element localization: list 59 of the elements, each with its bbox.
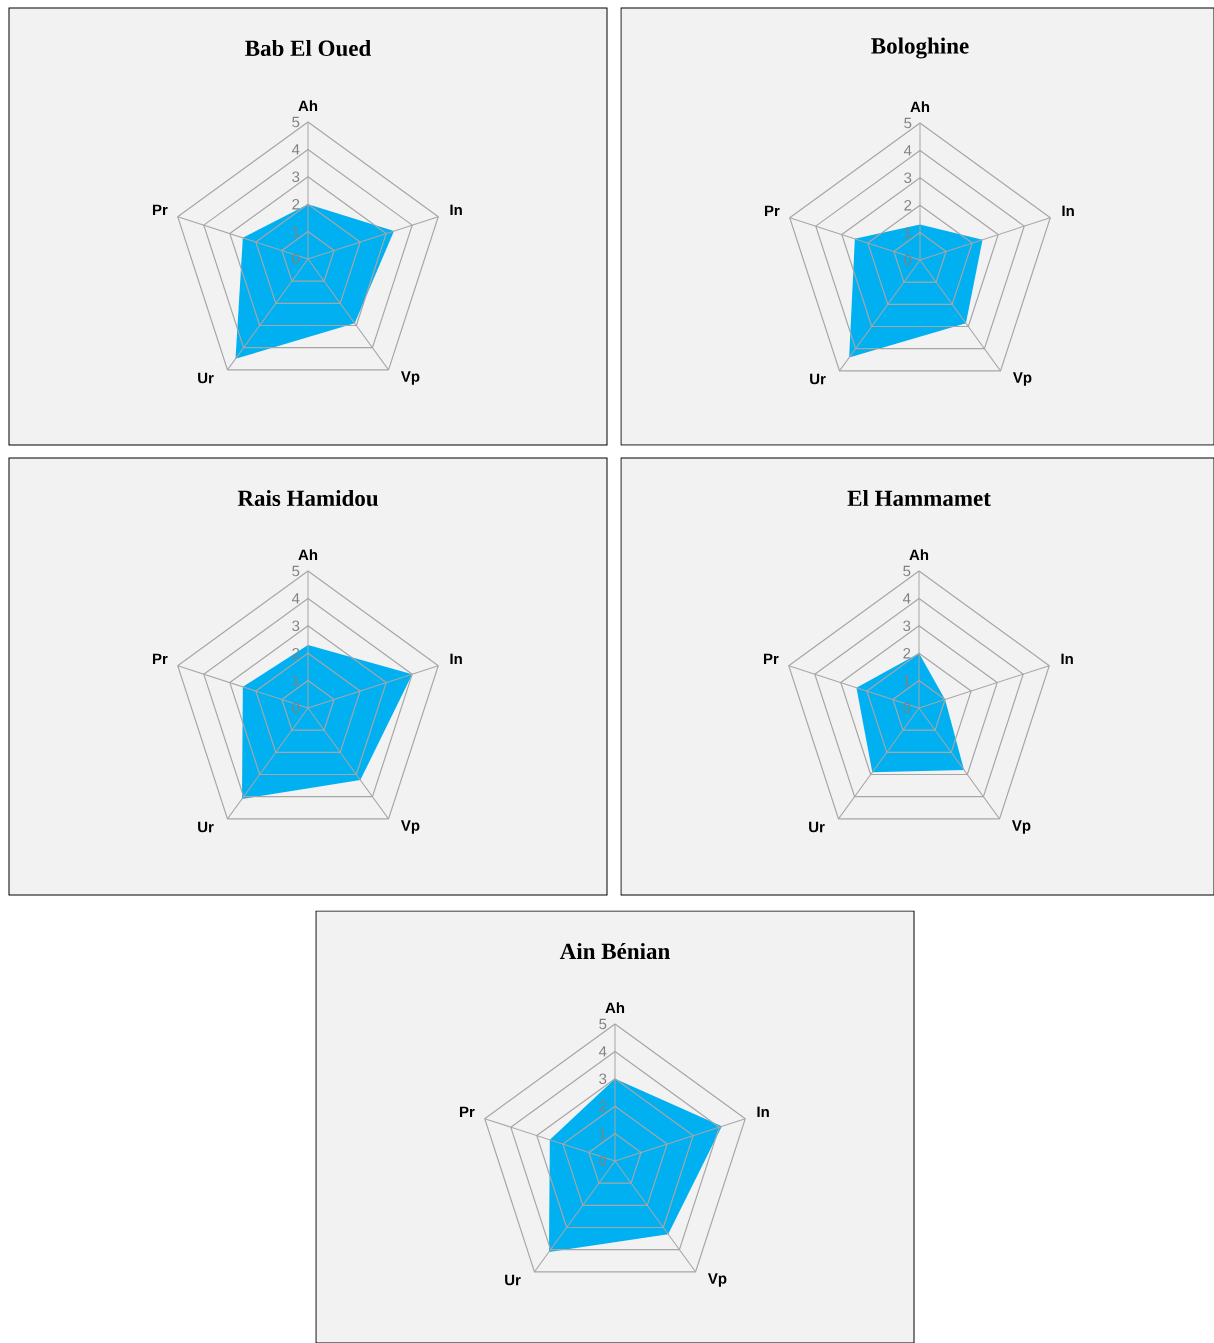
spoke-label: Vp [1011, 820, 1031, 834]
y-tick-label: 4 [903, 145, 912, 156]
spoke-label: Pr [152, 653, 168, 664]
y-tick-label: 3 [292, 620, 300, 632]
spoke-label: In [757, 1106, 769, 1117]
y-tick-label: 1 [292, 675, 300, 686]
y-tick-label: 0 [903, 702, 911, 714]
spoke-label: Pr [459, 1106, 475, 1117]
y-tick-label: 3 [292, 171, 300, 183]
spoke-label: In [1061, 653, 1073, 664]
y-tick-label: 2 [292, 198, 300, 210]
y-tick-label: 4 [291, 593, 300, 604]
spoke-label: Ah [298, 100, 318, 111]
chart-title: Bab El Oued [245, 39, 372, 57]
y-tick-label: 0 [292, 702, 300, 714]
spoke-label: Vp [400, 820, 420, 834]
spoke-label: In [1062, 205, 1074, 216]
y-tick-label: 3 [904, 172, 912, 184]
y-tick-label: 5 [904, 117, 912, 129]
spoke-label: Vp [1012, 372, 1032, 386]
spoke-label: In [450, 653, 462, 664]
spoke-label: Pr [764, 205, 780, 216]
y-tick-label: 1 [599, 1128, 607, 1139]
y-tick-label: 0 [599, 1155, 607, 1167]
spoke-label: Ur [198, 821, 214, 833]
y-tick-label: 3 [599, 1073, 607, 1085]
spoke-label: Ur [505, 1274, 521, 1286]
spoke-label: Ah [298, 549, 318, 560]
y-tick-label: 2 [903, 647, 911, 659]
y-tick-label: 1 [292, 226, 300, 237]
y-tick-label: 1 [903, 675, 911, 686]
spoke-label: Ur [810, 373, 826, 385]
spoke-label: Ah [909, 549, 929, 560]
y-tick-label: 2 [904, 199, 912, 211]
y-tick-label: 4 [291, 144, 300, 155]
spoke-label: In [450, 204, 462, 215]
y-tick-label: 5 [903, 565, 911, 577]
y-tick-label: 0 [904, 254, 912, 266]
chart-title: Ain Bénian [559, 942, 670, 960]
chart-title: Bologhine [871, 37, 969, 59]
y-tick-label: 5 [292, 116, 300, 128]
spoke-label: Ur [198, 372, 214, 384]
spoke-label: Ur [809, 821, 825, 833]
y-tick-label: 5 [599, 1018, 607, 1030]
spoke-label: Pr [152, 204, 168, 215]
spoke-label: Vp [707, 1273, 727, 1287]
y-tick-label: 5 [292, 565, 300, 577]
spoke-label: Pr [763, 653, 779, 664]
y-tick-label: 0 [292, 253, 300, 265]
y-tick-label: 2 [599, 1100, 607, 1112]
spoke-label: Vp [400, 371, 420, 385]
spoke-label: Ah [605, 1002, 625, 1013]
y-tick-label: 4 [902, 593, 911, 604]
y-tick-label: 4 [598, 1046, 607, 1057]
chart-title: El Hammamet [847, 489, 991, 507]
y-tick-label: 1 [904, 227, 912, 238]
chart-title: Rais Hamidou [237, 489, 378, 507]
spoke-label: Ah [910, 101, 930, 112]
y-tick-label: 3 [903, 620, 911, 632]
